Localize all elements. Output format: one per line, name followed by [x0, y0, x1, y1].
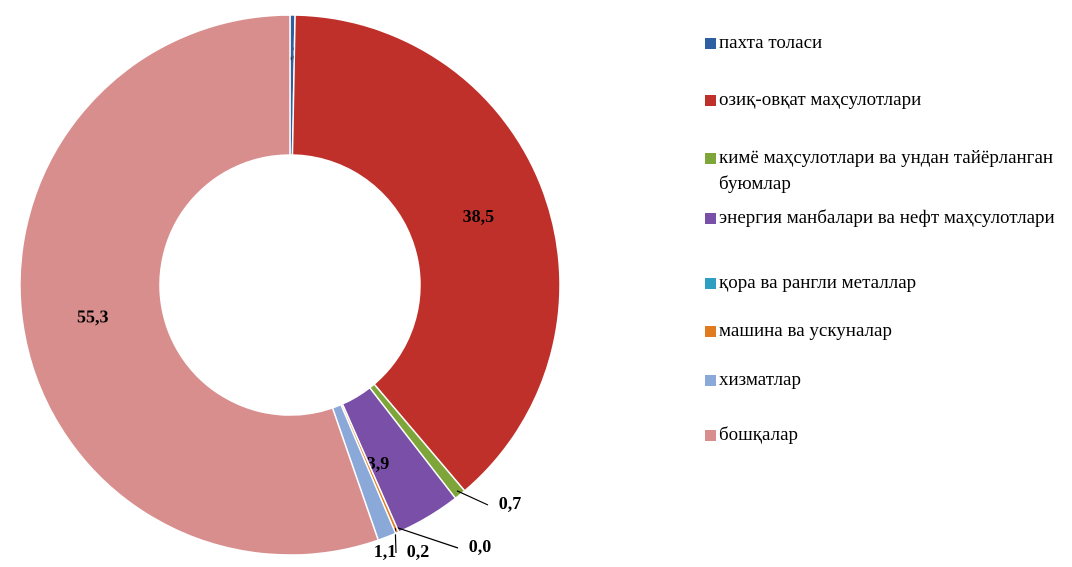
leader-line	[396, 526, 459, 549]
legend-item: энергия манбалари ва нефт маҳсулотлари	[705, 205, 1070, 231]
legend-label: машина ва ускуналар	[719, 320, 892, 341]
legend-item: бошқалар	[705, 422, 1070, 448]
legend-swatch	[705, 213, 716, 224]
legend-item: кимё маҳсулотлари ва ундан тайёрланган б…	[705, 145, 1070, 197]
data-label: 1,1	[374, 541, 397, 561]
legend-label: қора ва рангли металлар	[719, 272, 917, 293]
legend-item: қора ва рангли металлар	[705, 270, 1070, 296]
data-label: 55,3	[77, 306, 109, 326]
donut-slice	[291, 14, 561, 492]
legend-swatch	[705, 375, 716, 386]
legend-swatch	[705, 153, 716, 164]
legend-label: пахта толаси	[719, 32, 823, 53]
legend-label: кимё маҳсулотлари ва ундан тайёрланган б…	[719, 147, 1054, 194]
legend-item: озиқ-овқат маҳсулотлари	[705, 87, 1070, 113]
legend-label: бошқалар	[719, 424, 799, 445]
legend-swatch	[705, 95, 716, 106]
legend-item: машина ва ускуналар	[705, 318, 1070, 344]
data-label: 0,2	[407, 541, 430, 561]
legend-swatch	[705, 278, 716, 289]
legend-item: хизматлар	[705, 367, 1070, 393]
data-label: 0,0	[469, 536, 492, 556]
data-label: 3,9	[367, 453, 390, 473]
legend-swatch	[705, 326, 716, 337]
legend-swatch	[705, 38, 716, 49]
chart: 0,338,50,73,90,00,21,155,3	[19, 14, 561, 561]
legend-label: хизматлар	[719, 369, 801, 390]
legend-swatch	[705, 430, 716, 441]
leader-line	[456, 490, 489, 506]
donut-slice	[19, 14, 380, 556]
data-label: 38,5	[463, 206, 495, 226]
legend-item: пахта толаси	[705, 30, 1070, 56]
legend-label: энергия манбалари ва нефт маҳсулотлари	[719, 207, 1055, 228]
legend-label: озиқ-овқат маҳсулотлари	[719, 89, 922, 110]
data-label: 0,7	[499, 493, 522, 513]
